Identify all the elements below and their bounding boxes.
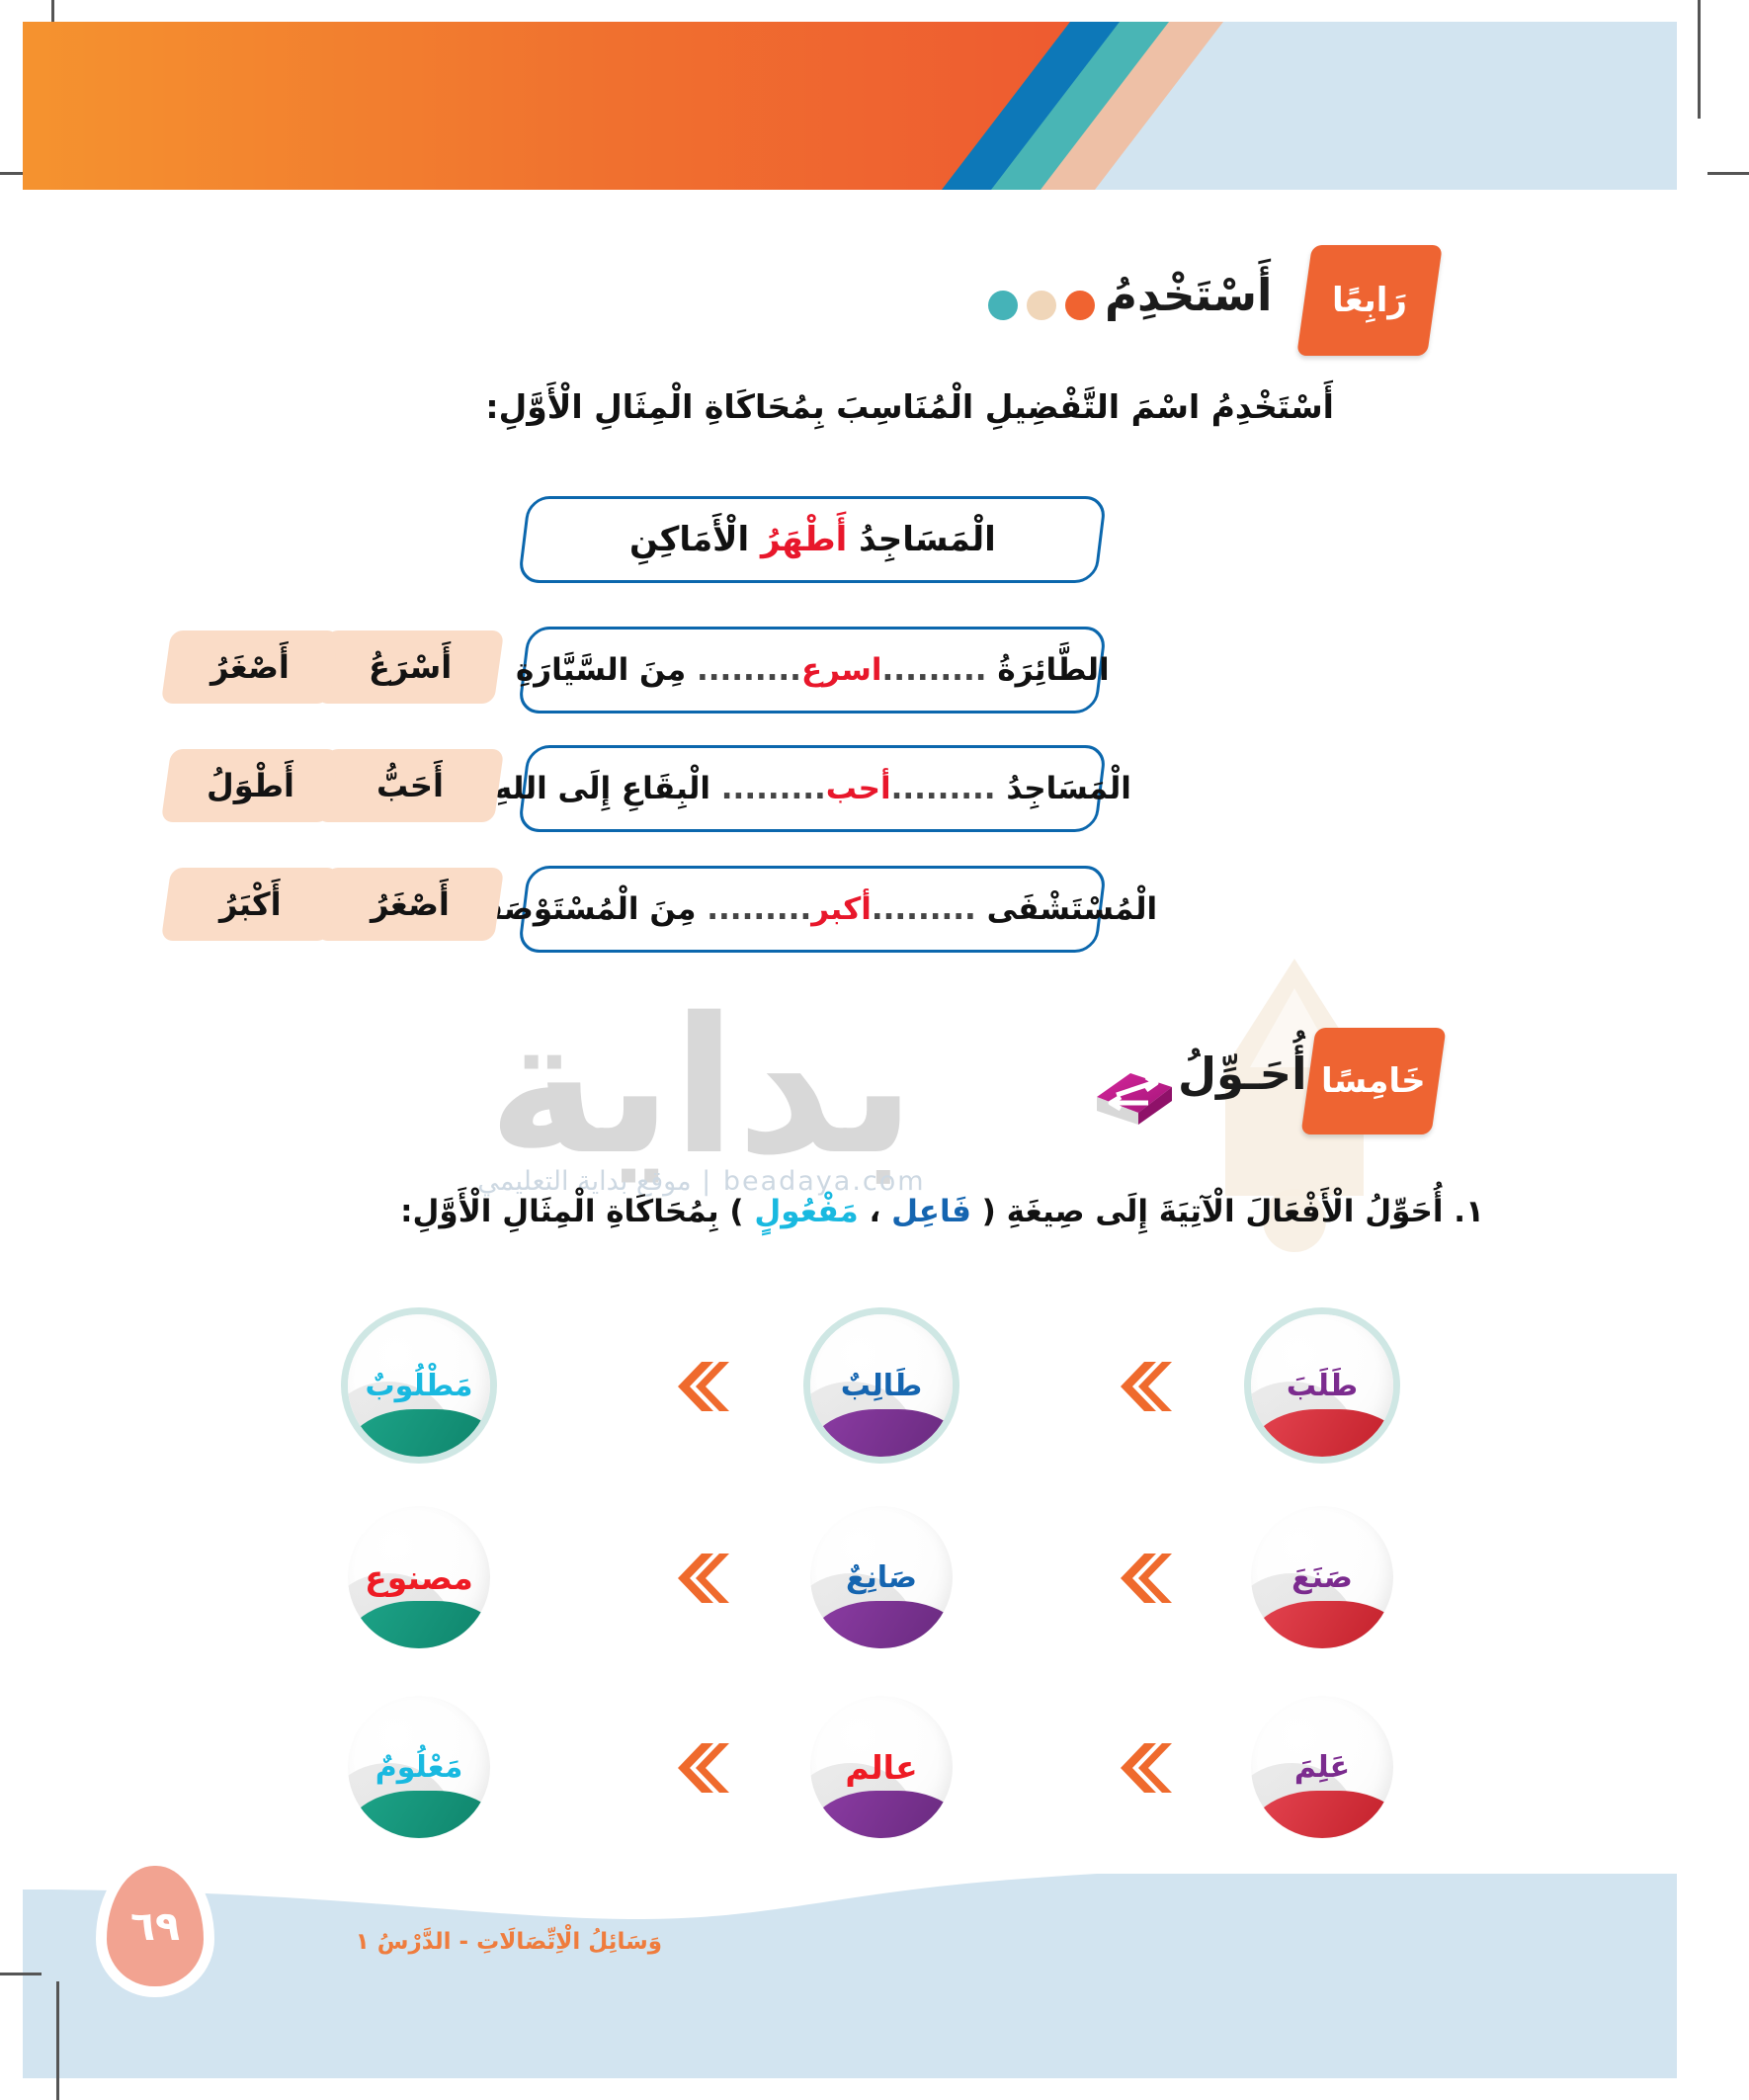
exercise-1-dots-right: ......... (881, 652, 987, 688)
instruction-part-1: ١. أُحَوِّلُ الْأَفْعَالَ الْآتِيَةَ إِل… (970, 1194, 1484, 1229)
word-circle-actor-1[interactable]: طَالِبٌ (810, 1314, 953, 1457)
instruction-mafool: مَفْعُولٍ (754, 1194, 859, 1229)
chevron-left-icon-1b (678, 1362, 729, 1411)
exercise-2-option-2[interactable]: أَطْوَلُ (160, 749, 340, 822)
word-circle-actor-3-label: عالم (845, 1747, 918, 1787)
exercise-1-option-2[interactable]: أَصْغَرُ (160, 630, 340, 704)
exercise-2-after: الْبِقَاعِ إِلَى اللهِ (493, 771, 710, 806)
section-four-dots (988, 291, 1095, 320)
footer-lesson-label: وَسَائِلُ الْاِتِّصَالَاتِ - الدَّرْسُ ١ (355, 1929, 662, 1955)
exercise-row-3-box[interactable]: الْمُسْتَشْفَى .........أكبر......... مِ… (467, 866, 1157, 953)
word-circle-actor-2-label: صَانِعٌ (846, 1559, 918, 1595)
exercise-3-dots-left: ......... (707, 891, 812, 927)
exercise-3-option-1[interactable]: أَصْغَرُ (315, 868, 505, 941)
book-swap-icon (1097, 1073, 1172, 1125)
exercise-3-option-2[interactable]: أَكْبَرُ (160, 868, 340, 941)
crop-mark-top-left-h (0, 172, 42, 175)
exercise-3-answer: أكبر (811, 891, 872, 927)
exercise-row-2-box[interactable]: الْمَسَاجِدُ .........أحب......... الْبِ… (494, 745, 1130, 832)
example-answer: أَطْهَرُ (760, 520, 847, 559)
instruction-separator: ، (858, 1194, 892, 1229)
example-sentence-box: الْمَسَاجِدُ أَطْهَرُ الْأَمَاكِنِ (517, 496, 1108, 583)
dot-teal (988, 291, 1018, 320)
word-circle-object-3[interactable]: مَعْلُومٌ (348, 1696, 490, 1838)
crop-mark-bottom-left-v (56, 1981, 59, 2100)
word-circle-verb-2-label: صَنَعَ (1291, 1559, 1353, 1595)
crop-mark-bottom-left-h (0, 1973, 42, 1975)
section-five-title: أُحَـوِّلُ (1178, 1048, 1307, 1100)
section-five-instruction: ١. أُحَوِّلُ الْأَفْعَالَ الْآتِيَةَ إِل… (400, 1194, 1484, 1229)
footer-wave-decoration (23, 1828, 1677, 1919)
dot-peach (1027, 291, 1056, 320)
dot-orange (1065, 291, 1095, 320)
chevron-left-icon-3b (678, 1743, 729, 1793)
exercise-2-dots-left: ......... (720, 771, 826, 806)
exercise-3-dots-right: ......... (871, 891, 976, 927)
exercise-2-dots-right: ......... (890, 771, 996, 806)
exercise-1-dots-left: ......... (696, 652, 801, 688)
exercise-2-option-2-label: أَطْوَلُ (206, 767, 294, 804)
exercise-1-after: مِنَ السَّيَّارَةِ (515, 652, 686, 688)
header-banner (23, 22, 1677, 190)
example-before: الْمَسَاجِدُ (846, 520, 996, 559)
exercise-3-option-2-label: أَكْبَرُ (218, 885, 282, 923)
exercise-1-answer: اسرع (800, 652, 882, 688)
exercise-row-1-box[interactable]: الطَّائِرَةُ .........اسرع......... مِنَ… (515, 627, 1110, 714)
section-badge-four-label: رَابِعًا (1332, 281, 1407, 320)
exercise-2-option-1-label: أَحَبُّ (376, 767, 444, 804)
section-four-title: أَسْتَخْدِمُ (1105, 269, 1273, 321)
exercise-2-option-1[interactable]: أَحَبُّ (315, 749, 505, 822)
crop-mark-top-right-h (1707, 172, 1749, 175)
word-circle-verb-2[interactable]: صَنَعَ (1251, 1506, 1393, 1648)
word-circle-verb-1[interactable]: طَلَبَ (1251, 1314, 1393, 1457)
exercise-1-option-1-label: أَسْرَعُ (368, 648, 453, 686)
example-after: الْأَمَاكِنِ (628, 520, 761, 559)
section-four-instruction: أَسْتَخْدِمُ اسْمَ التَّفْضِيلِ الْمُنَا… (485, 387, 1334, 426)
page-number-badge: ٦٩ (107, 1866, 204, 1986)
exercise-1-option-2-label: أَصْغَرُ (210, 648, 290, 686)
word-circle-object-2-label: مصنوع (365, 1557, 473, 1597)
crop-mark-top-right-v (1698, 0, 1701, 119)
word-circle-actor-3[interactable]: عالم (810, 1696, 953, 1838)
exercise-2-before: الْمَسَاجِدُ (1005, 771, 1131, 806)
chevron-left-icon-2a (1121, 1554, 1172, 1603)
instruction-part-2: ) بِمُحَاكَاةِ الْمِثَالِ الْأَوَّلِ: (400, 1194, 755, 1229)
exercise-2-answer: أحب (825, 771, 891, 806)
exercise-3-option-1-label: أَصْغَرُ (371, 885, 450, 923)
chevron-left-icon-3a (1121, 1743, 1172, 1793)
exercise-3-before: الْمُسْتَشْفَى (986, 891, 1158, 927)
chevron-left-icon-1a (1121, 1362, 1172, 1411)
instruction-faail: فَاعِل (891, 1194, 971, 1229)
word-circle-verb-3[interactable]: عَلِمَ (1251, 1696, 1393, 1838)
word-circle-verb-3-label: عَلِمَ (1293, 1749, 1351, 1785)
exercise-1-option-1[interactable]: أَسْرَعُ (315, 630, 505, 704)
section-badge-five: خَامِسًا (1300, 1028, 1447, 1134)
exercise-1-before: الطَّائِرَةُ (996, 652, 1110, 688)
word-circle-object-1-label: مَطْلُوبٌ (365, 1368, 473, 1403)
word-circle-actor-2[interactable]: صَانِعٌ (810, 1506, 953, 1648)
exercise-3-after: مِنَ الْمُسْتَوْصَفِ (466, 891, 697, 927)
word-circle-verb-1-label: طَلَبَ (1286, 1368, 1359, 1403)
section-badge-five-label: خَامِسًا (1321, 1061, 1426, 1101)
chevron-left-icon-2b (678, 1554, 729, 1603)
word-circle-object-1[interactable]: مَطْلُوبٌ (348, 1314, 490, 1457)
word-circle-actor-1-label: طَالِبٌ (840, 1368, 923, 1403)
page-number-label: ٦٩ (129, 1902, 181, 1950)
word-circle-object-3-label: مَعْلُومٌ (375, 1749, 463, 1785)
word-circle-object-2[interactable]: مصنوع (348, 1506, 490, 1648)
section-badge-four: رَابِعًا (1296, 245, 1443, 356)
